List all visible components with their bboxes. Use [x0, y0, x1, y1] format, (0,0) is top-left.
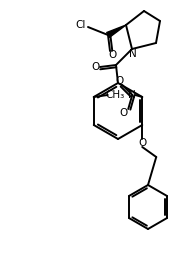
Text: N: N: [128, 90, 136, 100]
Text: O: O: [92, 62, 100, 72]
Text: Cl: Cl: [76, 20, 86, 30]
Text: O: O: [119, 108, 127, 118]
Text: O: O: [115, 76, 123, 86]
Text: N: N: [129, 49, 137, 59]
Polygon shape: [107, 25, 126, 38]
Text: O: O: [138, 138, 146, 148]
Text: CH₃: CH₃: [105, 90, 124, 100]
Text: O: O: [109, 50, 117, 60]
